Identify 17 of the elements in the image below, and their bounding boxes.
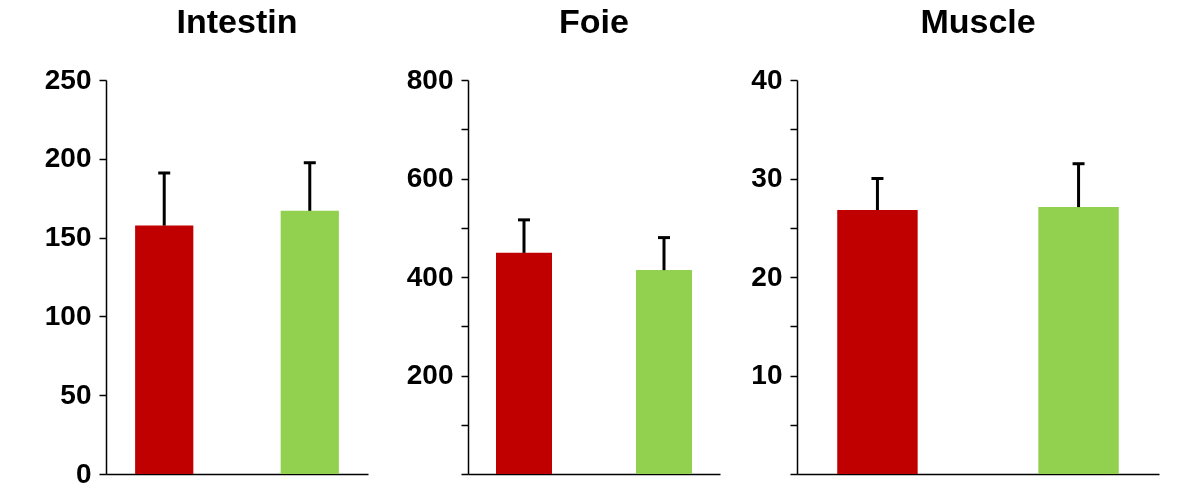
y-tick-label: 200 <box>406 359 454 390</box>
chart-title: Foie <box>559 2 629 40</box>
y-tick-label: 250 <box>44 63 92 95</box>
y-tick-label: 100 <box>44 299 92 331</box>
y-tick-label: 0 <box>75 457 92 489</box>
y-tick-label: 600 <box>406 162 454 193</box>
y-tick-label: 40 <box>751 63 783 95</box>
y-tick-label: 50 <box>60 378 92 410</box>
y-tick-label: 30 <box>751 162 783 193</box>
y-tick-label: 200 <box>44 142 92 174</box>
y-tick-label: 20 <box>751 260 783 292</box>
y-tick-label: 400 <box>406 260 454 292</box>
y-tick-label: 10 <box>751 359 783 390</box>
y-tick-label: 800 <box>406 63 454 95</box>
chart-title: Intestin <box>176 2 298 40</box>
y-tick-label: 150 <box>44 221 92 253</box>
chart-title: Muscle <box>920 2 1036 40</box>
